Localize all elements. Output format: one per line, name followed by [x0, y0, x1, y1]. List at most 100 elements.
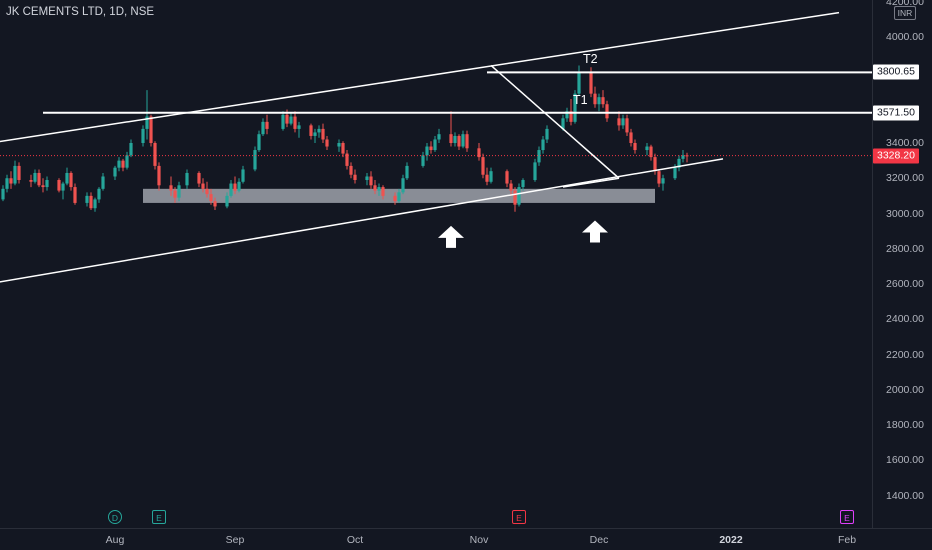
candle[interactable] — [349, 162, 353, 179]
candle[interactable] — [129, 139, 133, 158]
candle[interactable] — [373, 180, 377, 195]
trendline-channel-upper[interactable] — [0, 11, 840, 147]
candle[interactable] — [321, 123, 325, 143]
candle[interactable] — [677, 155, 681, 172]
candle[interactable] — [517, 183, 521, 207]
candle[interactable] — [405, 162, 409, 181]
candle[interactable] — [33, 169, 37, 184]
candle[interactable] — [325, 135, 329, 151]
candle[interactable] — [233, 176, 237, 195]
candle[interactable] — [533, 158, 537, 182]
candle[interactable] — [153, 141, 157, 170]
candle[interactable] — [397, 188, 401, 203]
candle[interactable] — [69, 171, 73, 191]
candle[interactable] — [185, 169, 189, 189]
candle[interactable] — [421, 151, 425, 168]
candle[interactable] — [681, 150, 685, 163]
candle[interactable] — [313, 128, 317, 143]
candle[interactable] — [521, 178, 525, 191]
candle[interactable] — [457, 134, 461, 151]
candle[interactable] — [597, 93, 601, 112]
candle[interactable] — [257, 130, 261, 152]
candle[interactable] — [229, 180, 233, 198]
earnings-red-event-marker[interactable]: E — [512, 510, 526, 524]
candle[interactable] — [9, 171, 13, 189]
candle[interactable] — [85, 192, 89, 207]
candle[interactable] — [481, 153, 485, 179]
candle[interactable] — [633, 139, 637, 154]
candle[interactable] — [117, 157, 121, 172]
candle[interactable] — [93, 197, 97, 212]
candle[interactable] — [173, 187, 177, 203]
earnings-event-marker[interactable]: E — [152, 510, 166, 524]
trendline-falling-lower[interactable] — [562, 177, 620, 188]
candle[interactable] — [461, 130, 465, 149]
candle[interactable] — [213, 197, 217, 210]
candle[interactable] — [205, 181, 209, 198]
candle[interactable] — [573, 90, 577, 124]
candle[interactable] — [369, 171, 373, 189]
candle[interactable] — [541, 135, 545, 154]
candle[interactable] — [593, 86, 597, 108]
candle[interactable] — [341, 141, 345, 158]
candle[interactable] — [201, 178, 205, 193]
candle[interactable] — [41, 178, 45, 193]
candle[interactable] — [289, 113, 293, 126]
candle[interactable] — [513, 187, 517, 212]
candle[interactable] — [337, 139, 341, 152]
candle[interactable] — [645, 143, 649, 156]
candle[interactable] — [625, 114, 629, 136]
dividend-event-marker[interactable]: D — [108, 510, 122, 524]
candle[interactable] — [621, 114, 625, 129]
candle[interactable] — [393, 192, 397, 205]
candle[interactable] — [653, 153, 657, 175]
arrow-up-2-icon[interactable] — [582, 220, 608, 243]
candle[interactable] — [37, 169, 41, 188]
candle[interactable] — [381, 185, 385, 200]
candle[interactable] — [565, 107, 569, 122]
candle[interactable] — [209, 188, 213, 205]
candle[interactable] — [505, 169, 509, 188]
candle[interactable] — [537, 146, 541, 166]
candle[interactable] — [265, 114, 269, 135]
candle[interactable] — [253, 146, 257, 172]
candle[interactable] — [141, 125, 145, 147]
earnings-future-event-marker[interactable]: E — [840, 510, 854, 524]
candle[interactable] — [241, 165, 245, 184]
candle[interactable] — [577, 65, 581, 96]
candle[interactable] — [97, 187, 101, 203]
candle[interactable] — [617, 111, 621, 131]
candle[interactable] — [377, 183, 381, 196]
candle[interactable] — [73, 183, 77, 205]
trendline-falling-upper[interactable] — [490, 64, 620, 179]
candle[interactable] — [293, 111, 297, 133]
candle[interactable] — [309, 123, 313, 140]
candle[interactable] — [437, 128, 441, 143]
candle[interactable] — [5, 174, 9, 193]
candle[interactable] — [489, 167, 493, 184]
candle[interactable] — [29, 174, 33, 188]
candle[interactable] — [605, 100, 609, 122]
candle[interactable] — [345, 150, 349, 170]
arrow-up-1-icon[interactable] — [438, 225, 464, 248]
candle[interactable] — [101, 172, 105, 191]
candle[interactable] — [401, 174, 405, 195]
candle[interactable] — [433, 135, 437, 152]
candle[interactable] — [121, 158, 125, 172]
candle[interactable] — [125, 151, 129, 170]
candle[interactable] — [685, 152, 689, 163]
candle[interactable] — [61, 181, 65, 200]
candle[interactable] — [157, 162, 161, 191]
candle[interactable] — [65, 167, 69, 186]
candle[interactable] — [657, 169, 661, 188]
candle[interactable] — [237, 178, 241, 193]
candle[interactable] — [425, 143, 429, 161]
candle[interactable] — [261, 118, 265, 136]
candle[interactable] — [149, 114, 153, 147]
currency-badge[interactable]: INR — [894, 6, 916, 20]
candle[interactable] — [281, 111, 285, 131]
candle[interactable] — [177, 181, 181, 202]
candle[interactable] — [45, 176, 49, 191]
trendline-channel-lower[interactable] — [0, 158, 724, 288]
